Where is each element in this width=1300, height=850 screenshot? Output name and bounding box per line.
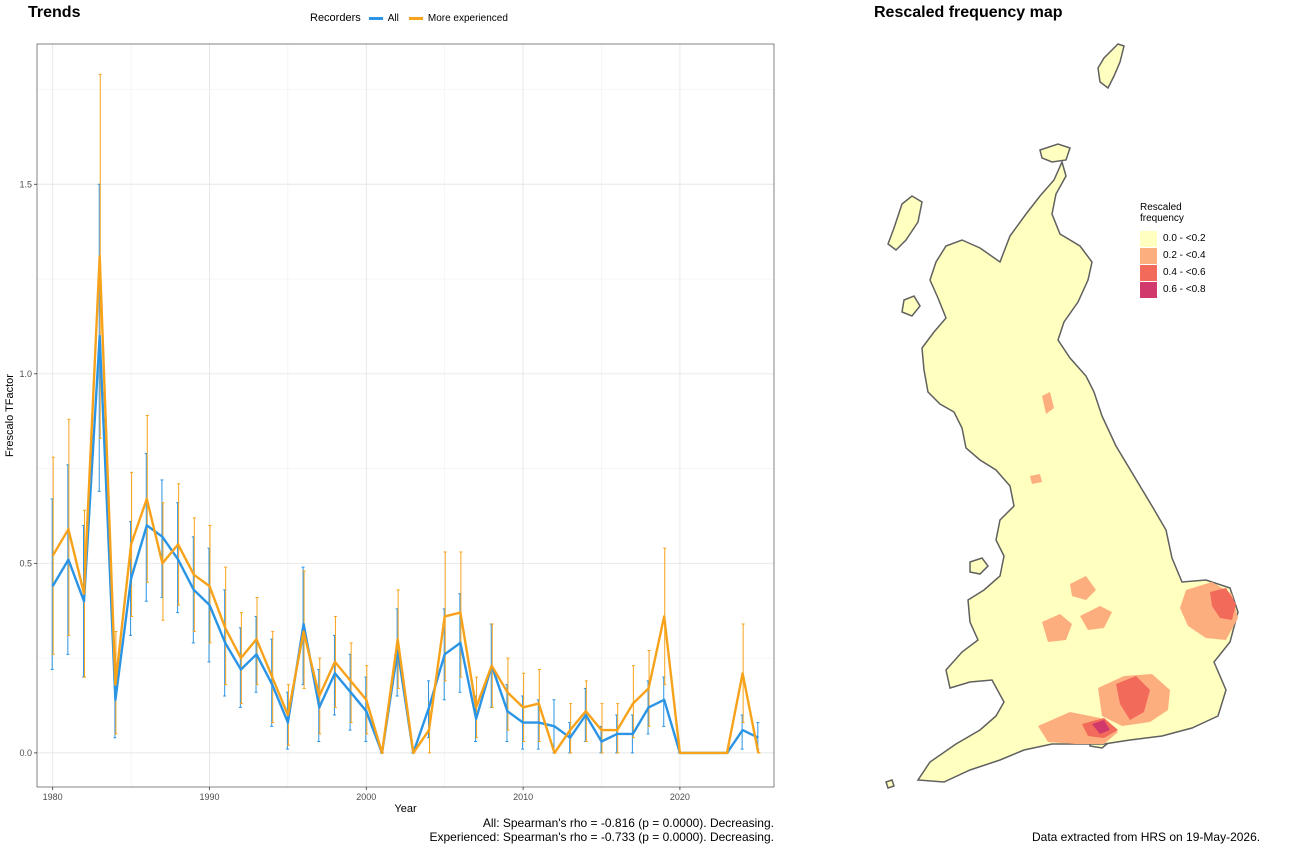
x-axis-label: Year bbox=[394, 803, 417, 815]
shetland-island bbox=[1097, 43, 1125, 90]
y-tick-label: 0.0 bbox=[19, 748, 32, 758]
mainland-britain bbox=[916, 159, 1239, 783]
hotspot-thames-core bbox=[1116, 676, 1150, 720]
orkney-island bbox=[1039, 143, 1071, 163]
legend-item-all: All bbox=[368, 12, 399, 24]
map-hotspots bbox=[1030, 392, 1238, 744]
map-legend-title: Rescaled frequency bbox=[1140, 202, 1184, 224]
trends-chart: 0.0 0.5 1.0 1.5 1980 1990 2000 2010 2020 Year Fres… bbox=[4, 43, 775, 815]
map-legend-swatch-3 bbox=[1140, 281, 1157, 298]
x-tick-label: 1980 bbox=[43, 792, 63, 802]
hotspot-lake-district bbox=[1030, 474, 1042, 484]
map-legend-label-1: 0.2 - <0.4 bbox=[1163, 250, 1206, 261]
frequency-map bbox=[885, 43, 1239, 789]
hotspot-midlands bbox=[1042, 614, 1072, 642]
legend-label-all: All bbox=[387, 12, 399, 24]
legend-title: Recorders bbox=[310, 12, 361, 24]
x-tick-label: 1990 bbox=[199, 792, 219, 802]
stats-experienced: Experienced: Spearman's rho = -0.733 (p … bbox=[429, 830, 775, 844]
plot-border bbox=[36, 43, 775, 788]
map-legend-row-0: 0.0 - <0.2 bbox=[1140, 230, 1206, 247]
hotspot-north-pennines bbox=[1042, 392, 1054, 414]
hotspot-norfolk-core bbox=[1210, 588, 1236, 620]
hotspot-oxford bbox=[1080, 606, 1112, 630]
map-legend-swatch-2 bbox=[1140, 264, 1157, 281]
series-line-experienced bbox=[51, 255, 760, 755]
map-title: Rescaled frequency map bbox=[874, 4, 1063, 21]
scilly-island bbox=[885, 779, 895, 789]
y-tick-label: 1.0 bbox=[19, 369, 32, 379]
hotspot-east-midlands bbox=[1070, 576, 1096, 600]
x-tick-label: 2000 bbox=[356, 792, 376, 802]
x-tick-label: 2010 bbox=[513, 792, 533, 802]
stats-all: All: Spearman's rho = -0.816 (p = 0.0000… bbox=[482, 816, 774, 830]
map-legend-swatch-1 bbox=[1140, 247, 1157, 264]
legend-item-experienced: More experienced bbox=[408, 12, 508, 24]
map-legend-label-3: 0.6 - <0.8 bbox=[1163, 284, 1206, 295]
outer-hebrides-island bbox=[887, 195, 923, 251]
chart-legend: Recorders All More experienced bbox=[310, 12, 518, 24]
map-legend-label-0: 0.0 - <0.2 bbox=[1163, 233, 1206, 244]
map-legend-row-2: 0.4 - <0.6 bbox=[1140, 264, 1206, 281]
y-tick-label: 0.5 bbox=[19, 558, 32, 568]
map-legend-row-3: 0.6 - <0.8 bbox=[1140, 281, 1206, 298]
y-axis-label: Frescalo TFactor bbox=[4, 374, 16, 457]
legend-label-experienced: More experienced bbox=[427, 12, 508, 24]
inner-hebrides-island bbox=[901, 295, 921, 317]
map-legend-swatch-0 bbox=[1140, 230, 1157, 247]
legend-swatch-experienced bbox=[408, 16, 423, 20]
x-tick-label: 2020 bbox=[670, 792, 690, 802]
trends-title: Trends bbox=[28, 4, 81, 21]
map-legend-label-2: 0.4 - <0.6 bbox=[1163, 267, 1206, 278]
map-legend-row-1: 0.2 - <0.4 bbox=[1140, 247, 1206, 264]
map-legend: Rescaled frequency 0.0 - <0.2 0.2 - <0.4… bbox=[1140, 202, 1206, 298]
hotspot-south-coast-core bbox=[1092, 720, 1110, 734]
legend-swatch-all bbox=[368, 16, 383, 20]
y-tick-label: 1.5 bbox=[19, 179, 32, 189]
anglesey-island bbox=[969, 557, 989, 575]
map-footer: Data extracted from HRS on 19-May-2026. bbox=[1032, 830, 1261, 844]
